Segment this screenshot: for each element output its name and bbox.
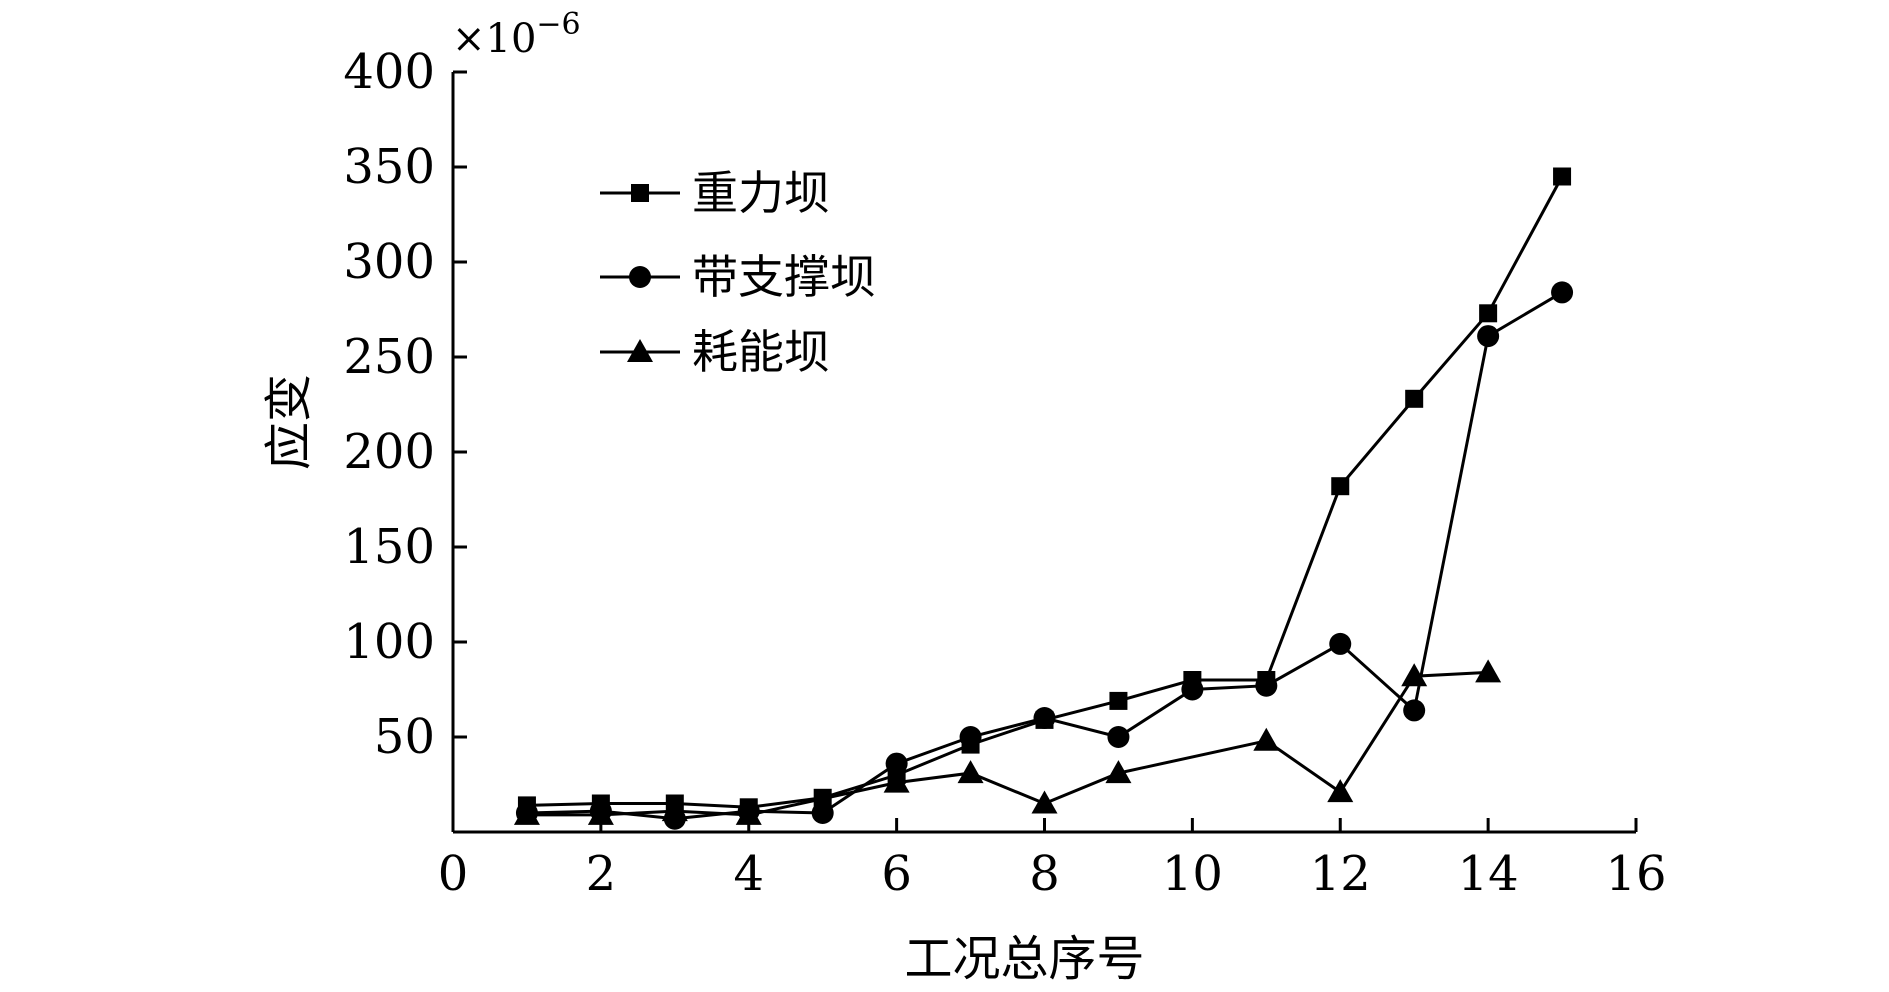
- data-point: [1403, 699, 1426, 722]
- data-point: [1477, 325, 1500, 348]
- data-point: [1327, 779, 1354, 803]
- data-point: [959, 726, 982, 748]
- data-point: [1475, 659, 1502, 683]
- legend-label: 耗能坝: [692, 325, 830, 379]
- data-point: [1105, 760, 1132, 784]
- x-axis-title: 工况总序号: [904, 931, 1144, 987]
- series-2: [515, 281, 1574, 830]
- data-point: [957, 760, 984, 784]
- data-point: [1401, 663, 1428, 687]
- legend-marker: [631, 184, 649, 202]
- y-tick-label: 300: [343, 234, 435, 290]
- x-tick-label: 4: [733, 846, 764, 902]
- x-tick-label: 0: [438, 846, 469, 902]
- data-point: [1329, 632, 1352, 655]
- y-tick-label: 400: [343, 44, 435, 100]
- legend-marker: [629, 266, 651, 288]
- legend-item: 带支撑坝: [600, 250, 876, 304]
- y-scale-label: ×10−6: [452, 7, 581, 62]
- data-point: [735, 801, 762, 825]
- data-point: [1405, 389, 1424, 408]
- legend-item: 耗能坝: [600, 325, 830, 379]
- series-line: [526, 670, 1489, 817]
- x-tick-label: 2: [586, 846, 617, 902]
- series-layer: [513, 167, 1574, 830]
- data-point: [811, 802, 834, 824]
- data-point: [661, 798, 688, 822]
- y-axis-title-text: 应变: [261, 374, 317, 470]
- data-point: [883, 769, 910, 793]
- data-point: [1331, 477, 1350, 496]
- legend-marker: [627, 339, 653, 362]
- y-tick-label: 50: [374, 709, 435, 765]
- x-tick-label: 6: [881, 846, 912, 902]
- data-point: [1031, 790, 1058, 814]
- y-tick-label: 250: [343, 329, 435, 385]
- legend-item: 重力坝: [600, 166, 830, 220]
- y-tick-label: 150: [343, 519, 435, 575]
- x-tick-label: 8: [1029, 846, 1060, 902]
- data-point: [587, 801, 614, 825]
- data-point: [1181, 678, 1204, 701]
- legend-label: 重力坝: [692, 166, 830, 220]
- data-point: [1553, 167, 1572, 186]
- data-point: [1253, 727, 1280, 751]
- data-point: [1479, 304, 1498, 323]
- data-point: [1107, 726, 1130, 748]
- x-tick-label: 14: [1458, 846, 1519, 902]
- y-tick-label: 350: [343, 139, 435, 195]
- data-point: [1109, 691, 1128, 710]
- data-point: [1255, 674, 1278, 697]
- series-3: [513, 659, 1502, 825]
- x-tick-label: 12: [1310, 846, 1371, 902]
- data-point: [885, 752, 908, 775]
- legend-label: 带支撑坝: [692, 250, 876, 304]
- data-point: [1551, 281, 1574, 304]
- series-line: [526, 291, 1563, 821]
- x-tick-label: 16: [1605, 846, 1666, 902]
- data-point: [513, 801, 540, 825]
- y-tick-label: 200: [343, 424, 435, 480]
- axes: 0 2 4 6 8 10 12 14 16 50 100 150 200 250 300 350 400 ×10−…: [261, 7, 1667, 987]
- data-point: [1033, 707, 1056, 729]
- x-tick-label: 10: [1162, 846, 1223, 902]
- y-tick-label: 100: [343, 614, 435, 670]
